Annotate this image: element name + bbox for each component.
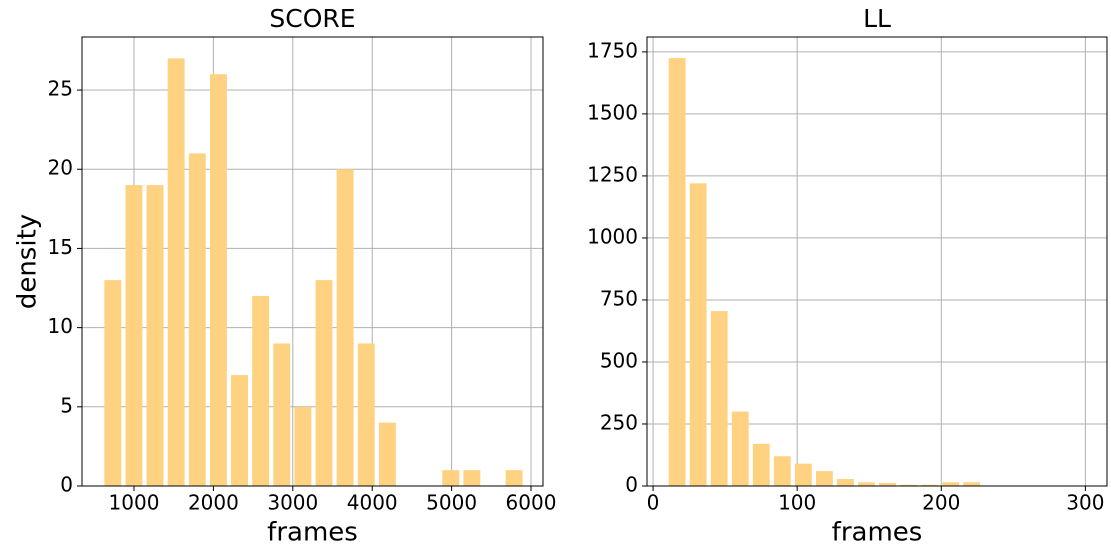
bar [710, 311, 728, 486]
x-tick-label: 300 [1066, 491, 1104, 515]
bar [188, 153, 206, 486]
y-tick-label: 0 [60, 473, 73, 497]
bar [273, 343, 291, 486]
bar [336, 169, 354, 486]
plot-frame [81, 36, 544, 487]
bar [689, 183, 707, 486]
bar [167, 58, 185, 486]
bar [837, 479, 854, 486]
x-tick-label: 200 [922, 491, 960, 515]
bar [900, 484, 917, 486]
y-tick-label: 0 [625, 473, 638, 497]
bar [858, 482, 875, 486]
bar [963, 482, 981, 486]
bar [378, 422, 396, 486]
y-tick-label: 15 [48, 235, 73, 259]
bar [209, 74, 227, 487]
x-tick-label: 2000 [188, 491, 239, 515]
bar [879, 483, 896, 486]
y-tick-label: 250 [600, 410, 638, 434]
x-axis-label: frames [267, 518, 358, 548]
x-tick-label: 0 [647, 491, 660, 515]
bar [104, 280, 122, 486]
y-tick-label: 1000 [587, 224, 638, 248]
x-tick-label: 100 [778, 491, 816, 515]
y-tick-label: 500 [600, 348, 638, 372]
plot-frame [646, 36, 1108, 487]
bar [731, 411, 749, 486]
bar [357, 343, 375, 486]
bar [942, 482, 960, 486]
x-tick-label: 1000 [109, 491, 160, 515]
x-tick-label: 3000 [267, 491, 318, 515]
bar [315, 280, 333, 486]
bar [442, 470, 460, 486]
x-axis-label: frames [832, 518, 923, 548]
bar [231, 375, 248, 486]
x-tick-label: 4000 [347, 491, 398, 515]
chart-title: SCORE [269, 4, 355, 33]
bar [505, 470, 523, 486]
y-tick-label: 1750 [587, 38, 638, 62]
y-tick-label: 1250 [587, 162, 638, 186]
bar [773, 456, 791, 486]
bar [815, 471, 833, 486]
y-tick-label: 750 [600, 286, 638, 310]
y-tick-label: 20 [48, 156, 73, 180]
bar [146, 185, 164, 486]
y-tick-label: 1500 [587, 100, 638, 124]
y-tick-label: 10 [48, 314, 73, 338]
x-tick-label: 5000 [426, 491, 477, 515]
y-tick-label: 5 [60, 393, 73, 417]
bar [668, 58, 686, 487]
bar [125, 185, 143, 486]
bar [252, 295, 270, 486]
bar [752, 443, 770, 486]
bar [294, 406, 312, 486]
y-tick-label: 25 [48, 77, 73, 101]
x-tick-label: 6000 [506, 491, 557, 515]
bar [921, 484, 939, 486]
bar [463, 470, 481, 486]
chart-title: LL [863, 4, 891, 33]
y-axis-label: density [13, 214, 43, 309]
bar [794, 463, 812, 486]
